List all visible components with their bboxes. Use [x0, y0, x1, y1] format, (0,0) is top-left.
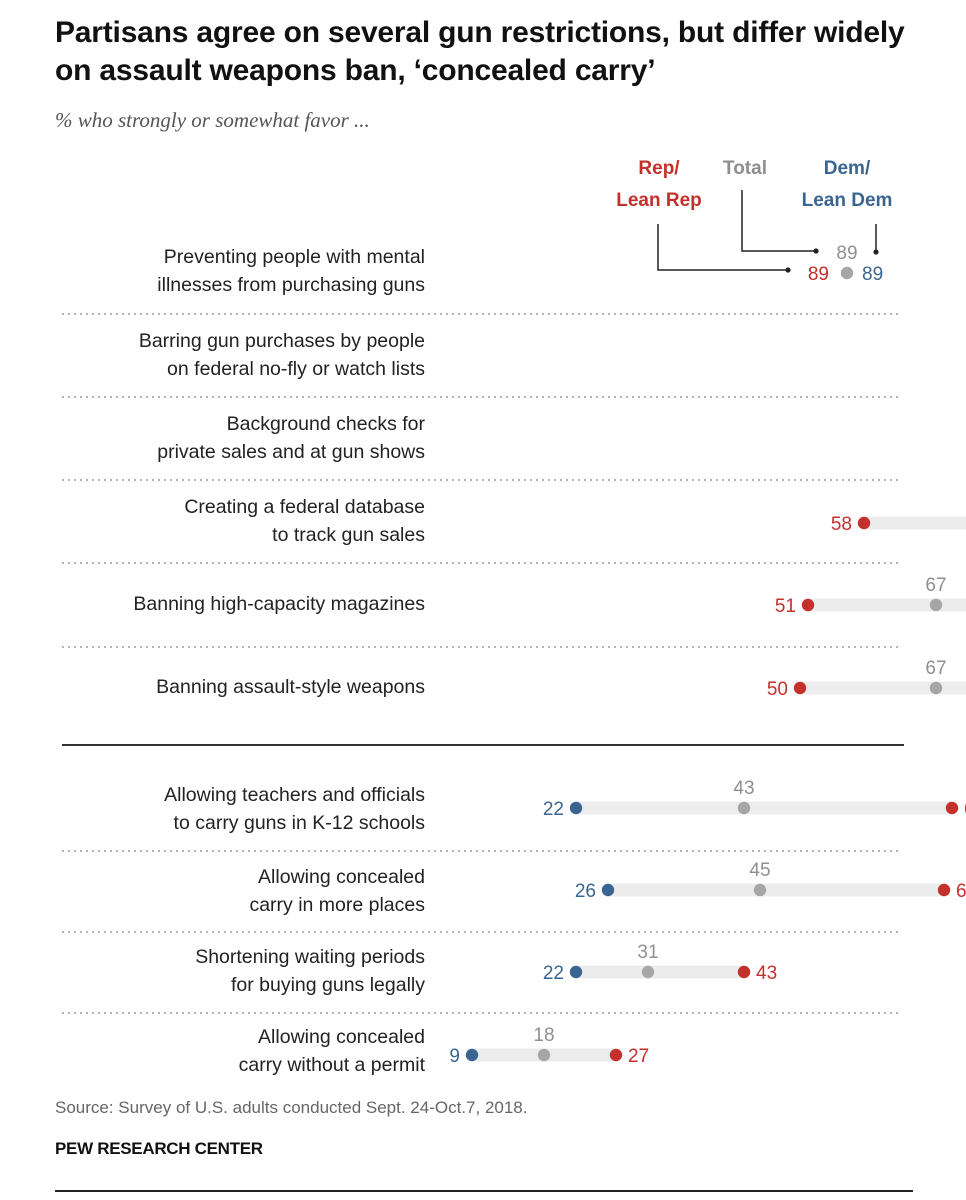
- legend-rep-leader-dot: [785, 267, 791, 273]
- legend-dem-line1: Dem/: [823, 158, 871, 179]
- legend-rep-leader: [657, 224, 788, 271]
- range-bar: [576, 965, 744, 979]
- range-bar: [864, 516, 966, 530]
- legend-rep-label: Rep/ Lean Rep: [600, 153, 718, 217]
- rep-value-label: 27: [628, 1046, 649, 1067]
- rep-value-label: 89: [808, 264, 829, 285]
- row-label-line: Allowing concealed: [258, 866, 425, 888]
- dem-value-label: 26: [575, 881, 596, 902]
- row-label-line: illnesses from purchasing guns: [157, 274, 425, 296]
- row-label: Preventing people with mental illnesses f…: [5, 243, 425, 299]
- legend-rep-line2: Lean Rep: [616, 190, 702, 211]
- legend-total-leader: [741, 190, 816, 252]
- row-label: Banning high-capacity magazines: [5, 590, 425, 618]
- range-bar: [808, 598, 966, 612]
- dem-dot: [601, 883, 615, 897]
- legend-total-leader-dot: [813, 248, 819, 254]
- source-note: Source: Survey of U.S. adults conducted …: [55, 1098, 528, 1117]
- legend-dem-leader-dot: [873, 249, 879, 255]
- total-dot: [537, 1048, 551, 1062]
- row-label-line: Allowing teachers and officials: [164, 784, 425, 806]
- total-value-label: 18: [533, 1025, 554, 1046]
- row-label: Barring gun purchases by people on federa…: [5, 327, 425, 383]
- rep-value-label: 69: [964, 799, 966, 820]
- row-label-line: Banning high-capacity magazines: [133, 593, 425, 615]
- total-value-label: 67: [925, 575, 946, 596]
- chart-title: Partisans agree on several gun restricti…: [55, 16, 905, 87]
- total-value-label: 67: [925, 658, 946, 679]
- row-label-line: private sales and at gun shows: [157, 441, 425, 463]
- bottom-rule: [55, 1190, 913, 1192]
- row-label-line: to carry guns in K-12 schools: [173, 812, 425, 834]
- rep-dot: [737, 965, 751, 979]
- legend-dem-label: Dem/ Lean Dem: [788, 153, 906, 217]
- row-label-line: Barring gun purchases by people: [138, 330, 425, 352]
- dem-dot: [569, 965, 583, 979]
- dem-value-label: 22: [543, 963, 564, 984]
- total-dot: [929, 598, 943, 612]
- total-dot: [753, 883, 767, 897]
- row-label-line: Shortening waiting periods: [195, 946, 425, 968]
- range-bar: [800, 681, 966, 695]
- rep-value-label: 58: [831, 514, 852, 535]
- rep-dot: [793, 681, 807, 695]
- dem-value-label: 89: [862, 264, 883, 285]
- row-label: Creating a federal database to track gun …: [5, 493, 425, 549]
- total-value-label: 31: [637, 942, 658, 963]
- rep-dot: [801, 598, 815, 612]
- legend-rep-line1: Rep/: [638, 158, 680, 179]
- dem-value-label: 22: [543, 799, 564, 820]
- total-dot: [737, 801, 751, 815]
- dem-dot: [569, 801, 583, 815]
- chart-subtitle: % who strongly or somewhat favor ...: [55, 108, 370, 132]
- rep-value-label: 43: [756, 963, 777, 984]
- brand-name: PEW RESEARCH CENTER: [55, 1139, 263, 1158]
- row-label-line: Allowing concealed: [258, 1026, 425, 1048]
- row-label: Allowing teachers and officials to carry …: [5, 781, 425, 837]
- row-label-line: carry in more places: [249, 894, 425, 916]
- dem-dot: [465, 1048, 479, 1062]
- row-label-line: Banning assault-style weapons: [156, 676, 425, 698]
- rep-dot: [857, 516, 871, 530]
- total-dot: [840, 266, 854, 280]
- legend-total-label: Total: [723, 158, 767, 179]
- rep-dot: [937, 883, 951, 897]
- row-label-line: to track gun sales: [272, 524, 425, 546]
- rep-value-label: 51: [775, 596, 796, 617]
- row-label: Allowing concealed carry in more places: [5, 863, 425, 919]
- total-dot: [929, 681, 943, 695]
- row-label-line: Creating a federal database: [184, 496, 425, 518]
- row-label-line: Background checks for: [226, 413, 425, 435]
- row-label-line: Preventing people with mental: [163, 246, 425, 268]
- rep-value-label: 50: [767, 679, 788, 700]
- row-label-line: on federal no-fly or watch lists: [167, 358, 425, 380]
- range-bar: [576, 801, 952, 815]
- rep-value-label: 68: [956, 881, 966, 902]
- rep-dot: [609, 1048, 623, 1062]
- total-value-label: 43: [733, 778, 754, 799]
- total-value-label: 89: [836, 243, 857, 264]
- legend-dem-line2: Lean Dem: [801, 190, 893, 211]
- row-label: Allowing concealed carry without a permit: [5, 1023, 425, 1079]
- row-label: Banning assault-style weapons: [5, 673, 425, 701]
- total-dot: [641, 965, 655, 979]
- row-label: Shortening waiting periods for buying gun…: [5, 943, 425, 999]
- row-label: Background checks for private sales and a…: [5, 410, 425, 466]
- range-bar: [608, 883, 944, 897]
- dem-value-label: 9: [449, 1046, 460, 1067]
- row-label-line: carry without a permit: [238, 1054, 425, 1076]
- row-label-line: for buying guns legally: [230, 974, 425, 996]
- total-value-label: 45: [749, 860, 770, 881]
- rep-dot: [945, 801, 959, 815]
